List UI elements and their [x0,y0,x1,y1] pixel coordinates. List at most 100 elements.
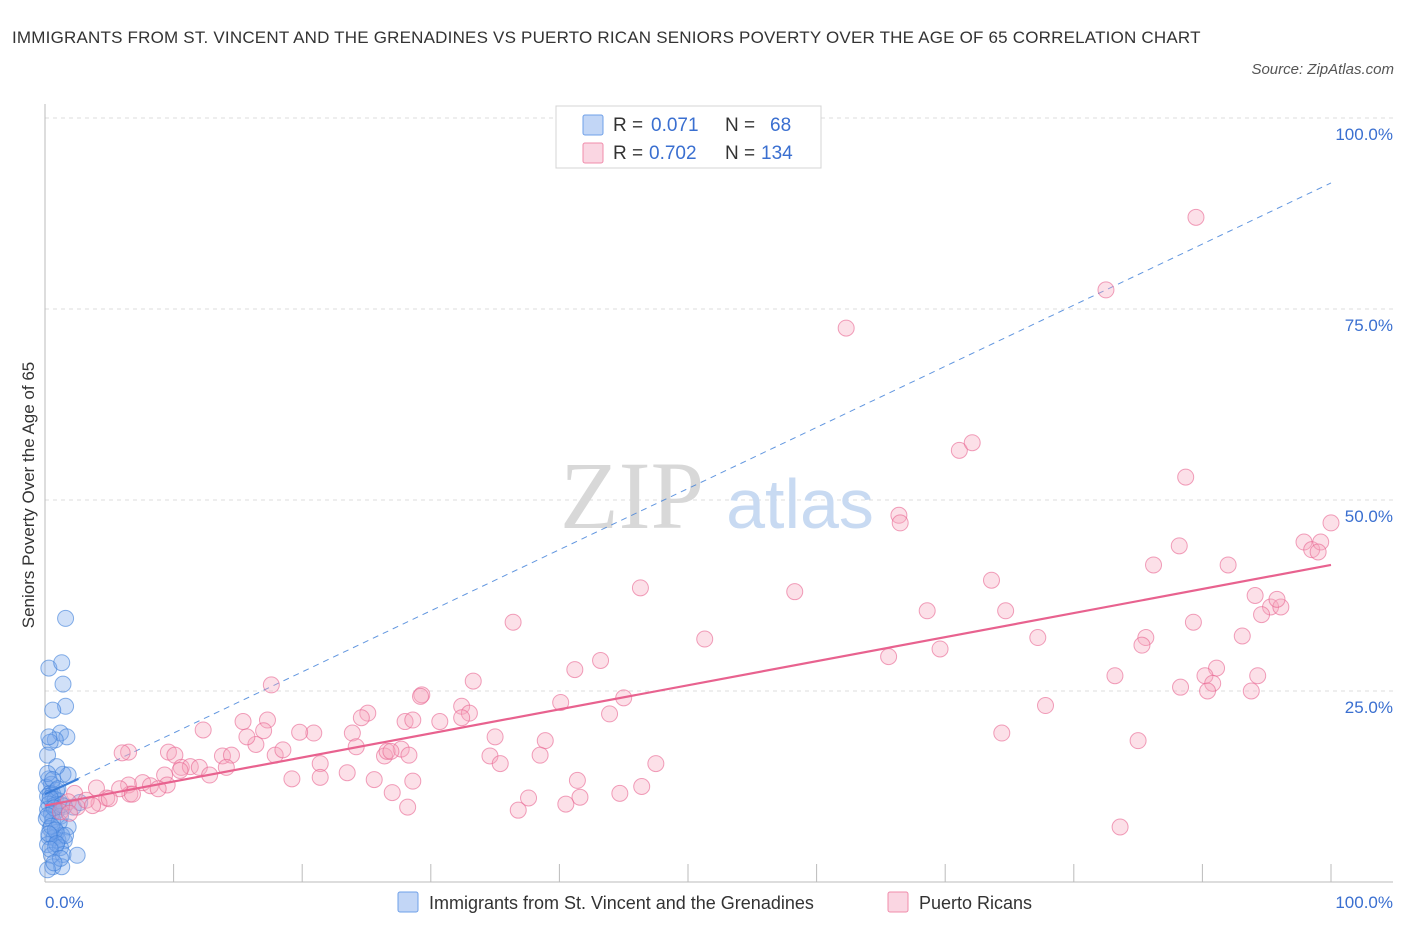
bottom-legend: Immigrants from St. Vincent and the Gren… [397,891,1032,913]
point-s1-17 [786,583,804,601]
point-s1-67 [305,724,323,742]
y-tick-label-0: 25.0% [1345,698,1393,717]
point-s0-4 [57,697,75,715]
x-tick-label-0: 0.0% [45,893,84,912]
point-s1-60 [1037,697,1055,715]
point-s1-19 [1246,587,1264,604]
point-s1-44 [1106,667,1124,685]
point-s1-21 [1272,598,1290,616]
point-s1-27 [1137,629,1155,647]
y-tick-label-1: 50.0% [1345,507,1393,526]
point-s0-49 [48,758,66,776]
point-s1-104 [283,770,301,788]
trend-line-1 [44,563,1332,807]
axes [44,104,1393,883]
point-s1-61 [453,709,471,727]
point-s1-87 [491,755,509,773]
legend-n-label-2: N = [725,143,755,164]
point-s1-41 [1172,678,1190,696]
point-s1-118 [520,789,538,807]
point-s1-52 [601,705,619,723]
point-s1-62 [431,713,449,731]
point-s1-71 [486,728,504,746]
legend-swatch-pink [582,142,604,164]
point-s1-105 [311,768,329,786]
point-s1-7 [891,514,909,532]
point-s1-117 [611,784,629,802]
point-s1-133 [647,755,665,773]
point-s1-48 [412,687,430,705]
point-s1-115 [568,771,586,789]
point-s1-31 [1184,613,1202,631]
point-s1-43 [1242,682,1260,700]
point-s1-11 [1312,533,1330,551]
point-s1-93 [120,743,138,761]
legend-n-value-2: 134 [761,143,793,164]
point-s0-48 [40,728,58,746]
bottom-legend-label-blue: Immigrants from St. Vincent and the Gren… [429,893,814,913]
point-s1-12 [1309,543,1327,561]
watermark-atlas: atlas [726,465,874,543]
point-s1-3 [950,441,968,459]
point-s1-8 [1322,514,1340,532]
legend-n-value-1: 68 [770,115,791,136]
point-s0-47 [39,861,57,879]
point-s1-69 [291,723,309,741]
watermark-zip: ZIP [560,442,704,549]
grid-lines [45,117,1393,692]
legend-n-label-1: N = [725,115,755,136]
point-s1-54 [352,709,370,727]
point-s1-119 [571,788,589,806]
point-s1-28 [1133,636,1151,654]
point-s1-90 [311,755,329,773]
point-s1-126 [84,797,102,815]
point-s0-1 [40,659,58,677]
point-s1-14 [1145,556,1163,574]
point-s1-116 [633,778,651,795]
point-s1-46 [262,676,280,694]
watermark: ZIP atlas [560,442,874,549]
point-s1-18 [631,579,649,597]
point-s0-44 [68,846,86,864]
data-points [37,208,1340,879]
point-s1-114 [404,772,422,790]
point-s1-64 [194,721,212,739]
y-axis-title: Seniors Poverty Over the Age of 65 [19,362,38,628]
point-s1-73 [536,732,554,750]
point-s1-38 [1249,667,1267,685]
bottom-legend-swatch-blue [397,891,419,913]
legend-r-label-2: R = [613,143,643,164]
point-s1-0 [1187,208,1205,226]
x-tick-label-1: 100.0% [1335,893,1393,912]
legend-box: R = 0.071 N = 68 R = 0.702 N = 134 [555,105,822,169]
point-s1-1 [1097,281,1115,299]
point-s1-32 [1233,627,1251,645]
point-s1-45 [464,672,482,690]
bottom-legend-swatch-pink [887,891,909,913]
point-s1-30 [696,630,714,648]
point-s1-63 [255,722,273,740]
legend-r-value-1: 0.071 [651,115,699,136]
point-s1-92 [181,758,199,776]
point-s1-36 [566,661,584,679]
point-s1-59 [258,711,276,729]
y-tick-label-2: 75.0% [1345,316,1393,335]
point-s1-2 [837,319,855,337]
point-s1-42 [1199,682,1217,700]
point-s0-51 [44,771,62,789]
point-s1-15 [1219,556,1237,574]
point-s1-70 [993,724,1011,742]
point-s1-5 [1177,468,1195,486]
point-s1-57 [404,711,422,729]
point-s1-34 [880,648,898,666]
point-s0-0 [57,609,75,627]
tick-labels: 25.0% 50.0% 75.0% 100.0% 0.0% 100.0% [45,125,1393,912]
point-s1-13 [1170,537,1188,555]
point-s1-113 [383,784,401,802]
point-s1-132 [1111,818,1129,836]
point-s1-131 [557,795,575,813]
point-s0-67 [45,854,63,872]
point-s0-2 [53,654,71,672]
point-s1-33 [931,640,949,658]
point-s1-85 [382,742,400,760]
